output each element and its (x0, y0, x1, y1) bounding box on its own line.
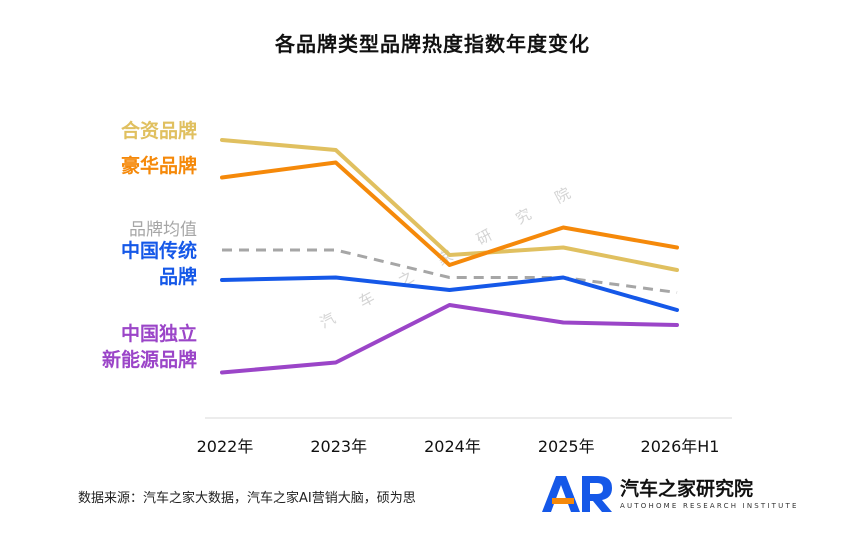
x-tick-label: 2025年 (538, 437, 595, 456)
logo-a-bar (552, 498, 574, 504)
chart-title: 各品牌类型品牌热度指数年度变化 (275, 32, 590, 56)
logo-a-shape (542, 476, 580, 512)
series-label: 新能源品牌 (102, 348, 197, 371)
series-label: 豪华品牌 (121, 154, 197, 177)
series-label: 品牌均值 (129, 220, 197, 240)
data-source-note: 数据来源：汽车之家大数据，汽车之家AI营销大脑，硕为思 (78, 491, 416, 506)
watermark-char: 究 (513, 205, 535, 228)
watermark-char: 汽 (317, 309, 339, 332)
series-label: 品牌 (159, 265, 197, 288)
series-label: 合资品牌 (121, 119, 197, 142)
x-tick-label: 2023年 (310, 437, 367, 456)
series-label: 中国独立 (121, 322, 197, 345)
watermark-char: 院 (552, 184, 574, 207)
series-line-4 (220, 303, 679, 375)
watermark: 汽车之家研究院 (317, 184, 574, 332)
ar-logo-mark (542, 476, 612, 512)
x-tick-label: 2026年H1 (641, 437, 720, 456)
series-label: 中国传统 (121, 239, 197, 262)
series-lines (220, 138, 679, 375)
x-axis-ticks: 2022年 2023年 2024年 2025年 2026年H1 (197, 437, 720, 456)
x-tick-label: 2022年 (197, 437, 254, 456)
logo-r-shape (582, 476, 612, 512)
watermark-char: 研 (473, 226, 495, 249)
logo-name-cn: 汽车之家研究院 (620, 478, 754, 500)
institute-logo: 汽车之家研究院 AUTOHOME RESEARCH INSTITUTE (540, 470, 796, 518)
x-tick-label: 2024年 (424, 437, 481, 456)
logo-name-en: AUTOHOME RESEARCH INSTITUTE (620, 502, 799, 510)
watermark-char: 车 (356, 288, 378, 311)
